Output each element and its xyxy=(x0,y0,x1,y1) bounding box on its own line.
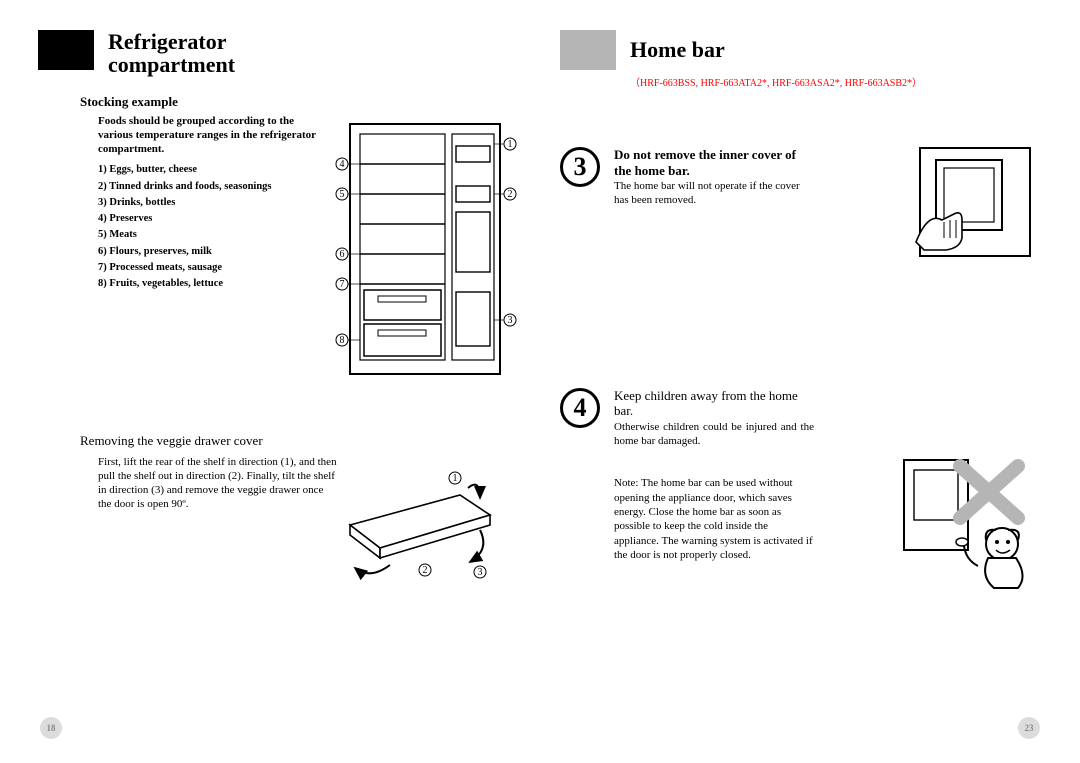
svg-text:1: 1 xyxy=(453,473,458,484)
svg-text:5: 5 xyxy=(340,189,345,200)
child-diagram xyxy=(900,456,1040,596)
svg-text:6: 6 xyxy=(340,249,345,260)
step4-body: Otherwise children could be injured and … xyxy=(614,421,814,449)
step-4: 4 Keep children away from the home bar. … xyxy=(560,388,1042,449)
svg-text:2: 2 xyxy=(423,565,428,576)
step-number-3: 3 xyxy=(560,147,600,187)
shelf-diagram: 1 2 3 xyxy=(330,470,510,590)
header-grey-block xyxy=(560,30,616,70)
step3-head: Do not remove the inner cover of the hom… xyxy=(614,147,814,178)
cover-diagram xyxy=(910,142,1040,262)
svg-text:2: 2 xyxy=(508,189,513,200)
step4-head: Keep children away from the home bar. xyxy=(614,388,814,419)
page-number-right: 23 xyxy=(1018,717,1040,739)
stocking-title: Stocking example xyxy=(80,94,520,110)
home-bar-note: Note: The home bar can be used without o… xyxy=(614,476,814,562)
svg-text:1: 1 xyxy=(508,139,513,150)
right-page: Home bar （HRF-663BSS, HRF-663ATA2*, HRF-… xyxy=(540,0,1080,763)
step-number-4: 4 xyxy=(560,388,600,428)
page-number-left: 18 xyxy=(40,717,62,739)
left-page: Refrigerator compartment Stocking exampl… xyxy=(0,0,540,763)
header-title-right: Home bar xyxy=(630,30,725,70)
veggie-title: Removing the veggie drawer cover xyxy=(80,433,520,449)
header-black-block xyxy=(38,30,94,70)
svg-text:3: 3 xyxy=(478,567,483,578)
header-title-left: Refrigerator compartment xyxy=(108,30,235,76)
svg-text:3: 3 xyxy=(508,315,513,326)
svg-text:7: 7 xyxy=(340,279,345,290)
veggie-body: First, lift the rear of the shelf in dir… xyxy=(98,455,338,511)
right-header: Home bar xyxy=(560,30,1042,70)
svg-text:4: 4 xyxy=(340,159,345,170)
stocking-intro: Foods should be grouped according to the… xyxy=(98,114,328,156)
fridge-diagram: 4 5 6 7 8 1 2 3 xyxy=(330,120,520,380)
step3-body: The home bar will not operate if the cov… xyxy=(614,180,814,208)
left-header: Refrigerator compartment xyxy=(38,30,520,76)
models-line: （HRF-663BSS, HRF-663ATA2*, HRF-663ASA2*,… xyxy=(630,74,1042,89)
svg-text:8: 8 xyxy=(340,335,345,346)
